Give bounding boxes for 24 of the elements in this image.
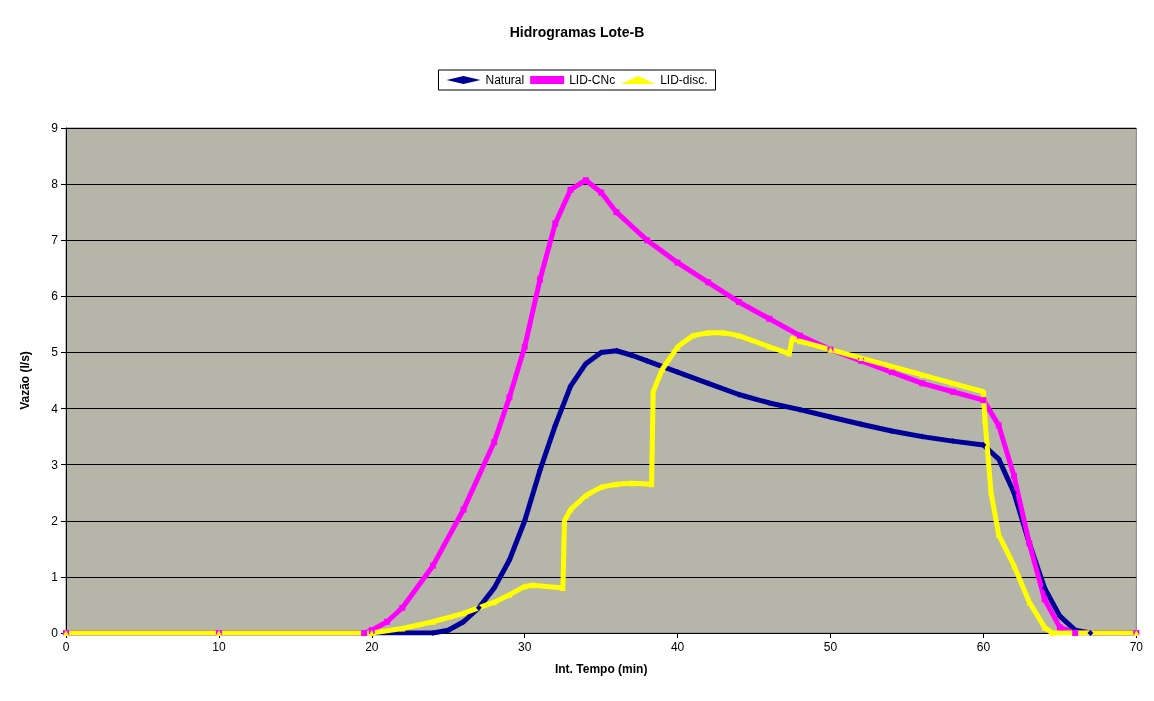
y-tick-label: 4 <box>51 401 59 416</box>
y-tick-label: 5 <box>51 345 59 360</box>
x-tick-label: 10 <box>212 640 226 654</box>
legend-label: Natural <box>485 73 525 87</box>
x-tick-label: 20 <box>365 640 379 654</box>
legend-label: LID-disc. <box>660 73 708 87</box>
x-tick-label: 70 <box>1129 640 1144 654</box>
y-tick-label: 1 <box>51 569 59 584</box>
y-tick-label: 0 <box>51 626 59 640</box>
x-tick-label: 0 <box>62 640 70 654</box>
y-tick-label: 8 <box>51 177 59 192</box>
y-tick-label: 6 <box>51 289 59 304</box>
chart-title: Hidrogramas Lote-B <box>509 24 645 40</box>
x-tick-label: 30 <box>518 640 532 654</box>
x-tick-label: 60 <box>976 640 991 654</box>
x-tick-label: 50 <box>823 640 838 654</box>
y-tick-label: 3 <box>51 457 59 472</box>
y-axis-title: Vazão (l/s) <box>18 351 32 410</box>
x-tick-label: 40 <box>670 640 685 654</box>
y-tick-label: 2 <box>51 513 59 528</box>
x-axis-title: Int. Tempo (min) <box>554 662 648 676</box>
y-tick-label: 9 <box>51 121 59 135</box>
y-tick-label: 7 <box>51 233 59 248</box>
legend-label: LID-CNc <box>569 73 616 87</box>
